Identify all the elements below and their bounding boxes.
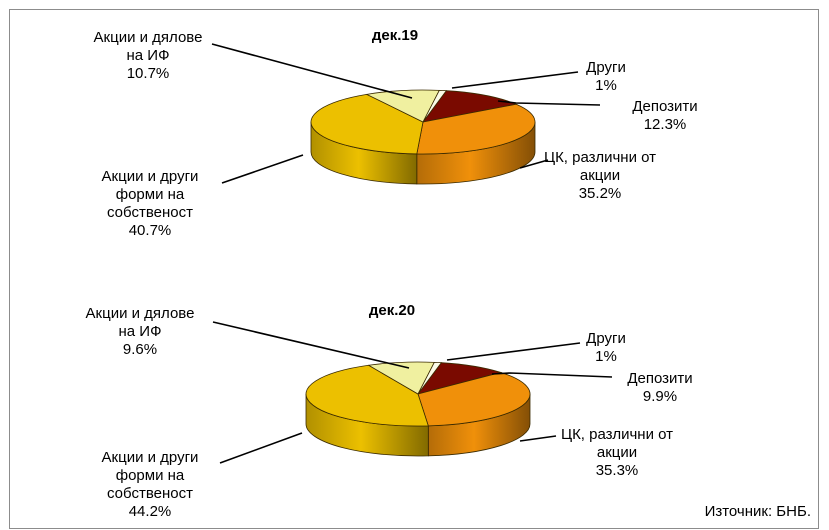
- leader-line-equity: [221, 154, 304, 184]
- chart-title: дек.20: [369, 302, 415, 319]
- slice-other: [422, 89, 448, 123]
- slice-fund-shares: [365, 89, 440, 123]
- slice-equity: [310, 93, 424, 155]
- slice-other: [417, 361, 443, 395]
- data-label-other: Други 1%: [586, 59, 626, 94]
- leader-line-debt-securities: [519, 435, 557, 442]
- leader-line-fund-shares: [211, 43, 413, 99]
- data-label-equity: Акции и други форми на собственост 40.7%: [102, 168, 199, 239]
- leader-line-other: [451, 71, 579, 89]
- slice-debt-securities: [416, 103, 536, 155]
- leader-line-equity: [219, 432, 303, 464]
- data-label-deposits: Депозити 9.9%: [627, 370, 692, 405]
- data-label-equity: Акции и други форми на собственост 44.2%: [102, 449, 199, 520]
- data-label-debt-securities: ЦК, различни от акции 35.2%: [544, 149, 656, 202]
- source-note: Източник: БНБ.: [705, 503, 811, 520]
- chart-title: дек.19: [372, 27, 418, 44]
- leader-line-debt-securities: [519, 159, 549, 169]
- pie-chart-1: дек.19 Депозити 12.3% ЦК, различни от акции 3…: [94, 27, 698, 239]
- data-label-other: Други 1%: [586, 330, 626, 365]
- pie-chart-2: дек.20 Депозити 9.9% ЦК, различни от акции 35…: [86, 302, 693, 520]
- leader-line-deposits: [491, 372, 613, 378]
- leader-line-deposits: [497, 100, 601, 106]
- slice-debt-securities: [417, 372, 531, 427]
- leader-line-other: [446, 342, 581, 361]
- data-label-fund-shares: Акции и дялове на ИФ 10.7%: [94, 29, 203, 82]
- leader-line-fund-shares: [212, 321, 410, 369]
- data-label-fund-shares: Акции и дялове на ИФ 9.6%: [86, 305, 195, 358]
- data-label-debt-securities: ЦК, различни от акции 35.3%: [561, 426, 673, 479]
- data-label-deposits: Депозити 12.3%: [632, 98, 697, 133]
- slice-equity: [305, 364, 429, 427]
